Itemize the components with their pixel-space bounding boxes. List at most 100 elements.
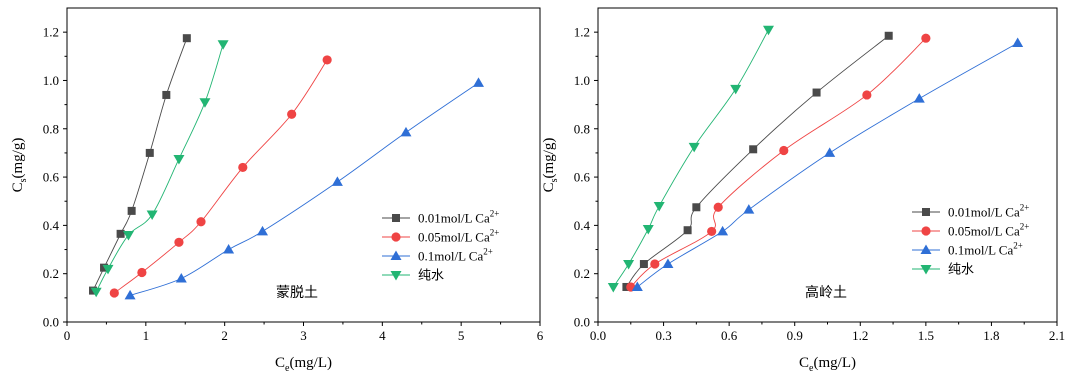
data-point: [473, 77, 485, 87]
series-line: [129, 82, 479, 296]
legend: 0.01mol/L Ca2+ 0.05mol/L Ca2+ 0.1mol/L Ca2…: [382, 209, 499, 283]
series-line: [630, 37, 927, 288]
data-point: [137, 267, 147, 278]
x-tick-label: 1.2: [852, 328, 868, 343]
legend-marker: [392, 214, 400, 222]
data-point: [174, 237, 184, 247]
data-point: [109, 288, 119, 298]
legend-entry: 0.05mol/L Ca2+: [382, 228, 499, 245]
legend-marker: [920, 265, 932, 275]
legend-marker: [390, 250, 402, 260]
x-tick-label: 0.0: [590, 328, 606, 343]
y-tick-label: 1.2: [43, 25, 59, 40]
data-point: [196, 217, 206, 227]
legend-label: 0.01mol/L Ca2+: [948, 203, 1029, 220]
x-tick-label: 0.9: [787, 328, 803, 343]
chart-panel-kaolinite: 0.0 0.3 0.6 0.9 1.2 1.5 1.8 2.1 0.0 0.2 0.4 0.6 0.8 1…: [541, 7, 1065, 374]
data-point: [145, 148, 154, 157]
data-point: [650, 259, 660, 269]
panel-annotation: 高岭土: [805, 284, 847, 301]
data-point: [743, 204, 755, 214]
legend-marker: [920, 244, 932, 254]
y-tick-label: 0.4: [43, 218, 60, 233]
data-point: [683, 226, 692, 235]
data-point: [90, 287, 102, 298]
data-point: [762, 25, 774, 36]
series-line: [92, 38, 188, 291]
y-tick-label: 1.0: [43, 73, 59, 88]
x-tick-label: 0.6: [721, 328, 738, 343]
y-tick-label: 0.2: [574, 266, 590, 281]
data-point: [913, 93, 925, 103]
data-point: [223, 244, 235, 254]
legend-marker: [391, 232, 401, 242]
x-tick-label: 5: [458, 328, 465, 343]
y-tick-label: 1.0: [574, 73, 590, 88]
data-point: [175, 273, 187, 283]
data-point: [217, 40, 229, 50]
legend-label: 0.01mol/L Ca2+: [418, 209, 499, 226]
data-point: [692, 203, 701, 212]
data-point: [116, 229, 125, 238]
legend-label: 纯水: [418, 268, 444, 283]
legend-marker: [921, 226, 931, 236]
data-point: [884, 31, 893, 40]
data-point: [182, 34, 191, 43]
data-point: [812, 88, 821, 97]
legend-label: 0.1mol/L Ca2+: [948, 241, 1023, 258]
series-water: [607, 25, 774, 293]
series-s005: [109, 55, 332, 298]
series-s01: [124, 77, 485, 300]
data-point: [824, 147, 836, 157]
series-line: [626, 35, 889, 288]
series-s001: [622, 31, 893, 291]
data-point: [199, 98, 211, 108]
x-tick-label: 0.3: [655, 328, 671, 343]
y-tick-label: 0.8: [574, 121, 590, 136]
legend-entry: 0.01mol/L Ca2+: [912, 203, 1029, 220]
data-point: [862, 90, 872, 100]
series-s001: [89, 34, 191, 295]
data-point: [124, 289, 136, 300]
data-point: [707, 226, 717, 237]
series-s005: [626, 33, 931, 292]
legend-label: 纯水: [948, 262, 974, 277]
data-point: [631, 281, 643, 291]
legend-entry: 0.1mol/L Ca2+: [382, 247, 493, 264]
data-point: [162, 90, 171, 99]
legend-marker: [390, 271, 402, 281]
data-point: [607, 282, 619, 293]
legend-entry: 0.1mol/L Ca2+: [912, 241, 1023, 258]
data-point: [717, 225, 729, 236]
legend-label: 0.05mol/L Ca2+: [418, 228, 499, 245]
y-tick-label: 0.6: [574, 170, 591, 185]
data-point: [257, 225, 269, 236]
data-point: [322, 55, 332, 65]
x-tick-label: 2.1: [1049, 328, 1065, 343]
data-point: [642, 225, 654, 235]
series-line: [114, 59, 328, 294]
series-line: [612, 29, 769, 288]
y-tick-label: 0.0: [574, 315, 590, 330]
plot-frame: [597, 7, 1058, 323]
data-point: [102, 264, 114, 275]
series-s01: [631, 37, 1024, 291]
legend-label: 0.1mol/L Ca2+: [418, 247, 493, 264]
x-tick-label: 1.5: [918, 328, 934, 343]
legend-entry: 纯水: [912, 262, 974, 277]
data-point: [1012, 37, 1024, 48]
x-tick-label: 4: [379, 328, 386, 343]
data-point: [921, 33, 931, 43]
x-axis-title: Ce(mg/L): [799, 355, 856, 374]
y-axis-title: Cs(mg/g): [541, 138, 560, 193]
x-tick-label: 1.8: [983, 328, 999, 343]
legend-entry: 纯水: [382, 268, 444, 283]
data-point: [287, 109, 297, 119]
y-tick-label: 0.8: [43, 121, 59, 136]
x-tick-label: 2: [221, 328, 228, 343]
legend-entry: 0.01mol/L Ca2+: [382, 209, 499, 226]
y-axis-title: Cs(mg/g): [10, 138, 29, 193]
legend-marker: [922, 208, 930, 216]
chart-panel-montmorillonite: 0 1 2 3 4 5 6 0.0 0.2 0.4 0.6 0.8 1.0 1.2 Ce(mg/L) Cs(m…: [10, 7, 544, 374]
